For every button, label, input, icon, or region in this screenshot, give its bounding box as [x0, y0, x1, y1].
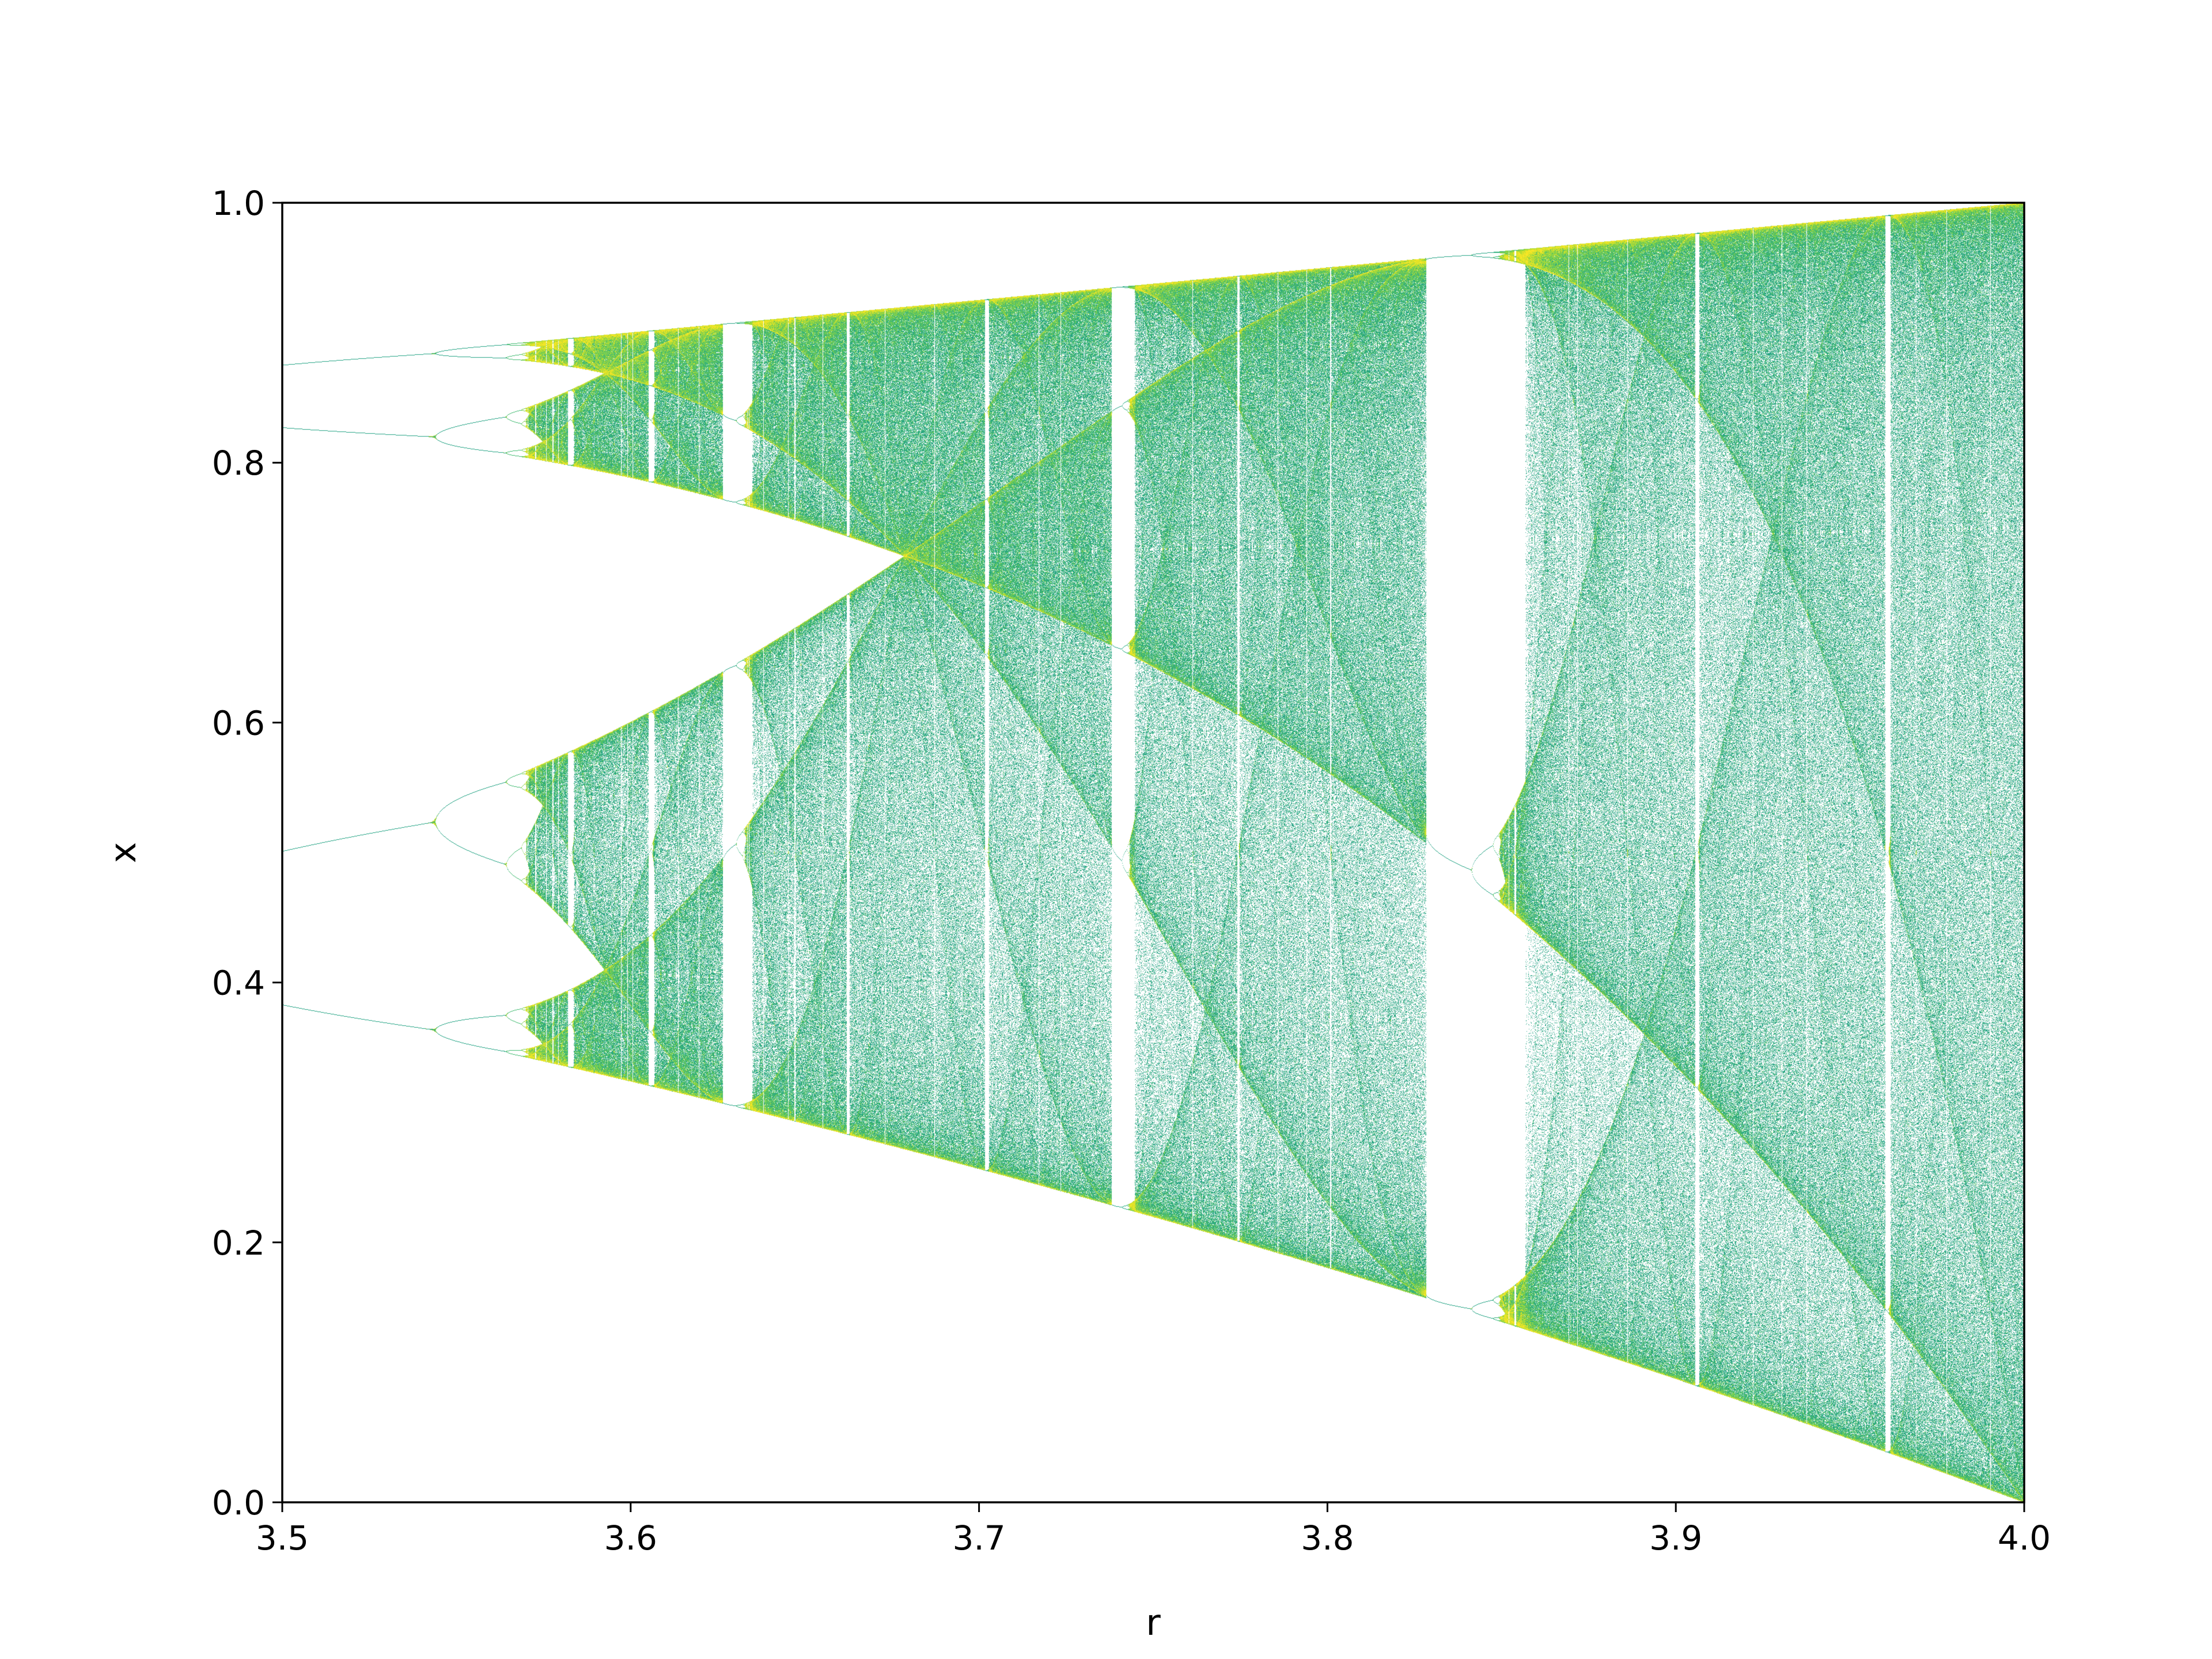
y-tick-label: 0.6	[212, 703, 265, 743]
y-axis-label: x	[102, 842, 144, 863]
bifurcation-density	[282, 203, 2024, 1502]
x-axis-ticks: 3.5 3.6 3.7 3.8 3.9 4.0	[256, 1502, 2051, 1558]
axes-frame	[281, 202, 2025, 1503]
x-tick-label: 4.0	[1998, 1518, 2051, 1558]
x-tick-label: 3.6	[604, 1518, 657, 1558]
x-tick-label: 3.5	[256, 1518, 309, 1558]
y-tick-label: 0.4	[212, 964, 265, 1003]
x-tick-label: 3.8	[1301, 1518, 1354, 1558]
y-tick-label: 0.8	[212, 444, 265, 483]
y-tick-label: 1.0	[212, 184, 265, 223]
x-tick-label: 3.9	[1649, 1518, 1702, 1558]
y-tick-label: 0.2	[212, 1224, 265, 1263]
y-tick-label: 0.0	[212, 1483, 265, 1522]
y-axis-ticks: 0.0 0.2 0.4 0.6 0.8 1.0	[212, 184, 282, 1522]
x-axis-label: r	[1146, 1601, 1161, 1643]
x-tick-label: 3.7	[952, 1518, 1005, 1558]
